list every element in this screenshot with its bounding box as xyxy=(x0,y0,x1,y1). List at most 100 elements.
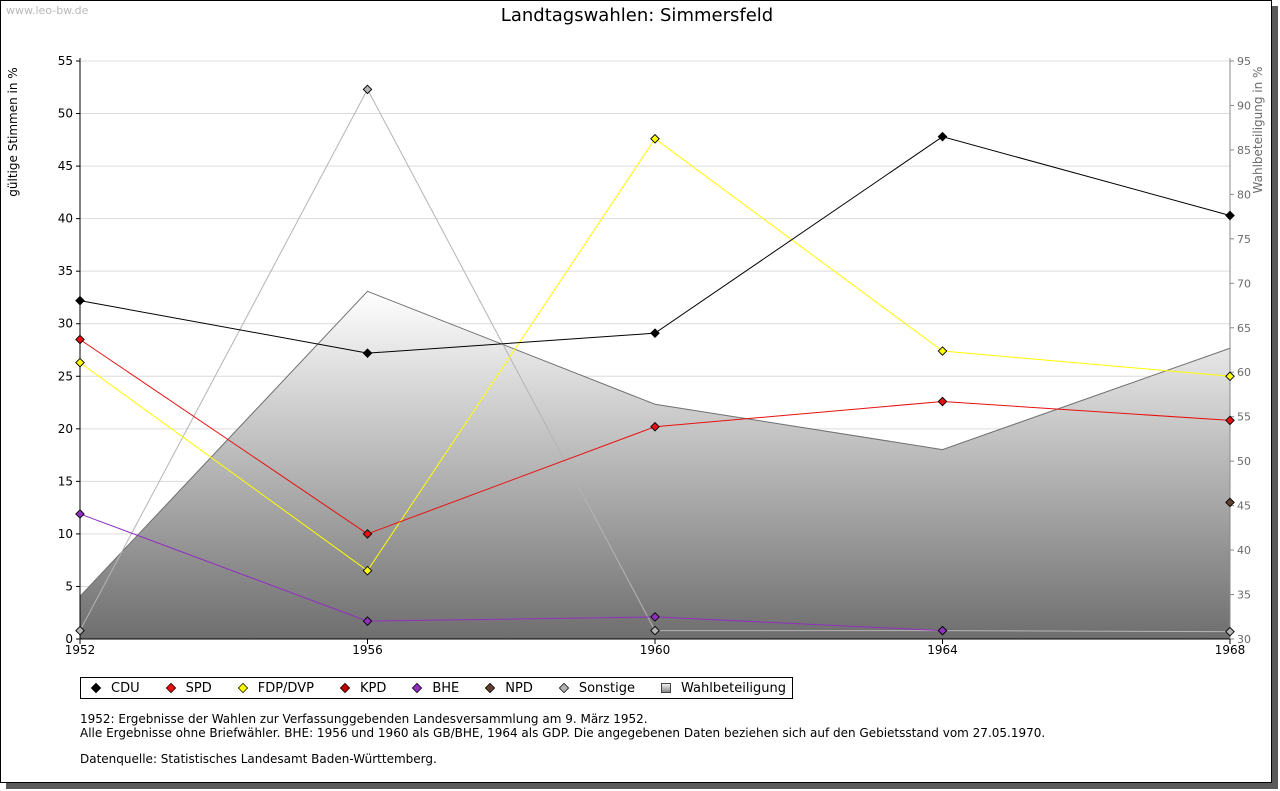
frame-shadow-bottom xyxy=(6,783,1278,789)
legend: CDU SPD FDP/DVP KPD BHE NPD Sonstige Wahlbeteil… xyxy=(80,677,794,699)
point-fdp-dvp xyxy=(1225,371,1235,382)
legend-label: Wahlbeteiligung xyxy=(681,680,787,696)
legend-diamond-marker xyxy=(339,682,351,694)
y2-tick-label: 65 xyxy=(1237,322,1251,335)
legend-diamond-marker xyxy=(412,682,423,694)
series-line-bhe xyxy=(79,513,943,632)
series xyxy=(75,84,1235,637)
series-cdu xyxy=(75,131,1235,358)
y2-tick-label: 80 xyxy=(1237,188,1251,201)
turnout-area-fill xyxy=(80,291,1230,639)
y-tick-label: 5 xyxy=(65,579,73,593)
y-tick-label: 15 xyxy=(58,474,73,488)
legend-diamond-marker xyxy=(237,682,248,694)
point-npd xyxy=(1225,497,1235,508)
note-line-1: 1952: Ergebnisse der Wahlen zur Verfassu… xyxy=(80,712,648,726)
point-fdp-dvp xyxy=(362,565,373,576)
point-sonstige xyxy=(75,625,85,636)
y2-tick-label: 60 xyxy=(1237,366,1251,379)
y2-axis-title: Wahlbeteiligung in % xyxy=(1251,67,1265,194)
y-axis-title: gültige Stimmen in % xyxy=(6,67,20,196)
point-spd xyxy=(75,334,85,345)
y-tick-label: 35 xyxy=(58,264,73,278)
y2-tick-label: 45 xyxy=(1237,500,1251,513)
legend-diamond-marker xyxy=(558,682,569,694)
point-bhe xyxy=(650,612,660,622)
x-tick-label: 1956 xyxy=(352,643,383,657)
turnout-line xyxy=(79,290,1231,597)
legend-label: KPD xyxy=(359,680,387,696)
legend-label: SPD xyxy=(185,680,212,696)
point-cdu xyxy=(1225,210,1235,221)
source-note: Datenquelle: Statistisches Landesamt Bad… xyxy=(80,752,437,766)
axes: 0 5 10 15 20 25 30 35 40 45 50 55 30 35 40 45 50 55 60 65 70… xyxy=(58,54,1251,657)
legend-item: Sonstige xyxy=(553,681,635,696)
y-tick-label: 30 xyxy=(58,317,73,331)
y-tick-label: 45 xyxy=(58,159,73,173)
y2-tick-label: 70 xyxy=(1237,277,1251,290)
legend-label: FDP/DVP xyxy=(257,680,314,696)
y-tick-label: 10 xyxy=(58,527,73,541)
footnotes: 1952: Ergebnisse der Wahlen zur Verfassu… xyxy=(80,712,1046,767)
series-line-cdu xyxy=(79,136,1231,354)
y-tick-label: 40 xyxy=(58,212,73,226)
series-spd xyxy=(75,334,1235,539)
series-fdp-dvp xyxy=(75,133,1235,576)
y2-tick-label: 95 xyxy=(1237,55,1251,68)
x-tick-label: 1968 xyxy=(1215,643,1246,657)
legend-item: FDP/DVP xyxy=(232,681,314,696)
legend-item: BHE xyxy=(406,681,459,696)
point-cdu xyxy=(650,328,660,339)
y2-tick-label: 85 xyxy=(1237,144,1251,157)
legend-label: Sonstige xyxy=(578,680,636,696)
legend-label: BHE xyxy=(432,680,460,696)
point-fdp-dvp xyxy=(650,133,660,144)
y-tick-label: 20 xyxy=(58,422,73,436)
series-npd xyxy=(1225,497,1235,508)
legend-item: KPD xyxy=(334,681,386,696)
legend-item: NPD xyxy=(479,681,533,696)
series-bhe xyxy=(75,509,948,636)
frame-shadow-right xyxy=(1272,6,1278,789)
legend-square-marker xyxy=(661,683,672,693)
point-spd xyxy=(362,529,373,539)
legend-diamond-marker xyxy=(90,682,102,694)
point-sonstige xyxy=(650,625,660,636)
watermark: www.leo-bw.de xyxy=(6,4,89,17)
point-spd xyxy=(937,396,948,407)
turnout-area xyxy=(79,290,1231,639)
note-line-2: Alle Ergebnisse ohne Briefwähler. BHE: 1… xyxy=(80,725,1046,740)
point-fdp-dvp xyxy=(75,357,85,368)
point-spd xyxy=(1225,415,1235,426)
point-bhe xyxy=(362,616,373,626)
y2-tick-label: 35 xyxy=(1237,589,1251,602)
legend-label: NPD xyxy=(505,680,533,696)
point-cdu xyxy=(75,295,85,306)
point-cdu xyxy=(362,348,373,358)
y-tick-label: 25 xyxy=(58,369,73,383)
y-tick-label: 0 xyxy=(65,632,73,646)
y2-tick-label: 30 xyxy=(1237,633,1251,646)
y2-tick-label: 40 xyxy=(1237,544,1251,557)
legend-label: CDU xyxy=(111,680,140,696)
legend-item: CDU xyxy=(85,681,140,696)
point-sonstige xyxy=(1225,626,1235,637)
chart-title: Landtagswahlen: Simmersfeld xyxy=(501,5,773,26)
point-sonstige xyxy=(362,84,373,95)
point-cdu xyxy=(937,131,948,142)
y-tick-label: 55 xyxy=(58,54,73,68)
point-fdp-dvp xyxy=(937,346,948,356)
y2-tick-label: 90 xyxy=(1237,99,1251,112)
legend-item: Wahlbeteiligung xyxy=(655,681,786,696)
x-tick-label: 1960 xyxy=(640,643,671,657)
y2-tick-label: 55 xyxy=(1237,411,1251,424)
y2-tick-label: 75 xyxy=(1237,233,1251,246)
point-bhe xyxy=(937,625,948,636)
y-tick-label: 50 xyxy=(58,107,73,121)
legend-diamond-marker xyxy=(165,682,176,694)
legend-item: SPD xyxy=(160,681,212,696)
x-tick-label: 1964 xyxy=(927,643,958,657)
legend-diamond-marker xyxy=(485,682,496,694)
